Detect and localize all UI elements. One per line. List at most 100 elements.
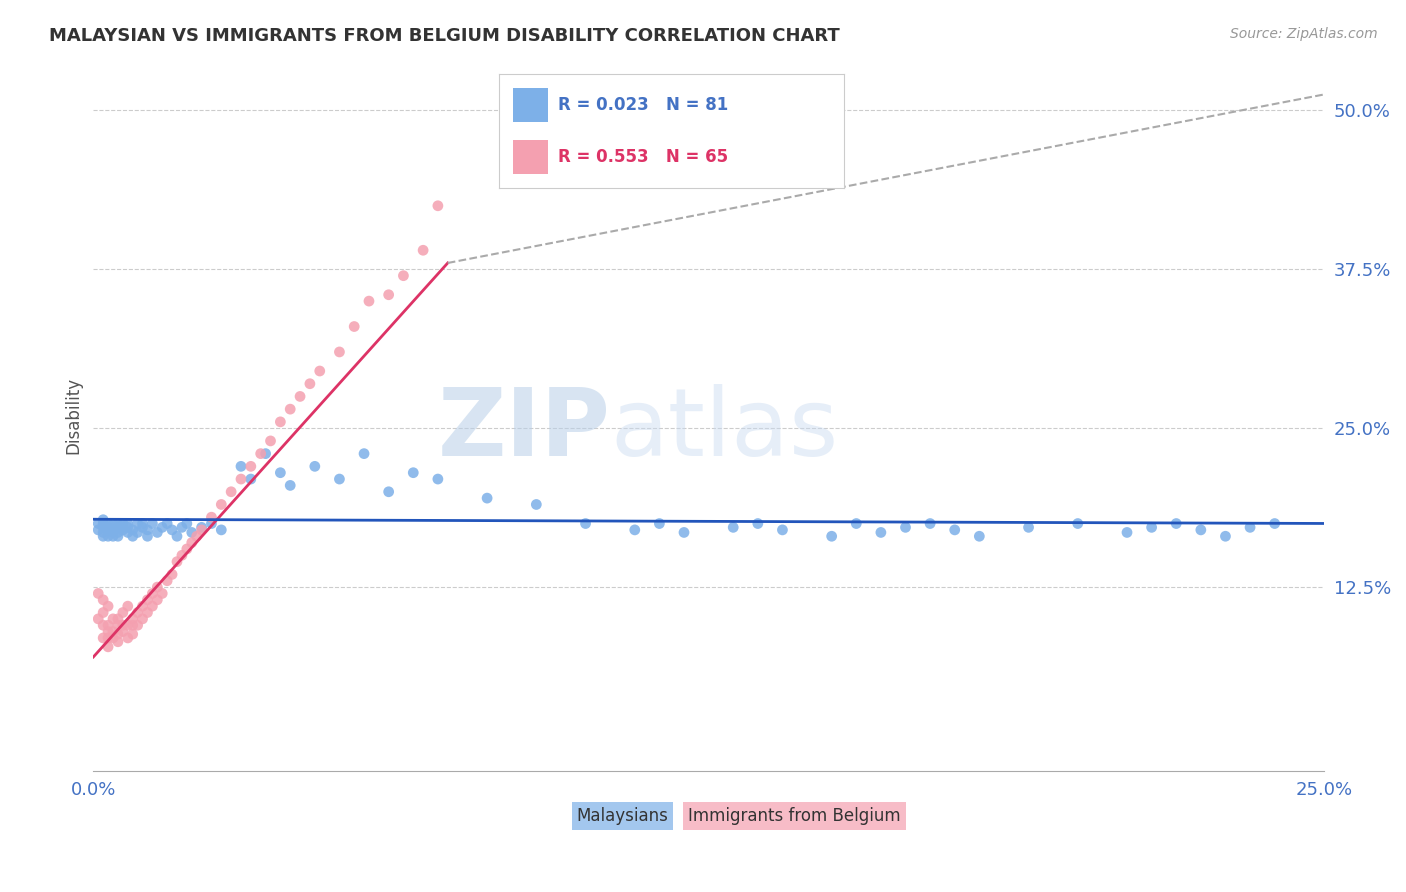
Text: Malaysians: Malaysians (576, 807, 668, 825)
Point (721, 520, 744, 534)
Point (170, 520, 193, 534)
Point (141, 586, 163, 600)
Point (426, 199, 449, 213)
Point (141, 599, 163, 614)
Point (870, 525, 893, 540)
Point (156, 516, 179, 531)
Point (97, 631, 120, 645)
Point (97, 618, 120, 632)
Point (117, 516, 139, 531)
Point (136, 523, 159, 537)
Point (131, 520, 153, 534)
Point (969, 529, 991, 543)
Point (747, 516, 769, 531)
Point (121, 523, 143, 537)
Point (111, 618, 134, 632)
Point (111, 523, 134, 537)
Point (288, 389, 311, 403)
Point (412, 244, 434, 258)
Point (111, 606, 134, 620)
Point (176, 516, 198, 531)
Point (150, 586, 173, 600)
Text: Source: ZipAtlas.com: Source: ZipAtlas.com (1230, 27, 1378, 41)
Point (91, 513, 114, 527)
Point (259, 434, 281, 448)
Point (1239, 520, 1261, 534)
Point (156, 574, 179, 588)
Point (97, 599, 120, 614)
Point (101, 612, 124, 626)
Point (107, 627, 129, 641)
Point (943, 523, 966, 537)
Point (87, 612, 110, 626)
Point (107, 634, 129, 648)
Point (121, 627, 143, 641)
Point (127, 516, 149, 531)
Point (97, 523, 120, 537)
Point (920, 516, 942, 531)
Text: atlas: atlas (610, 384, 838, 475)
Point (91, 592, 114, 607)
Point (166, 529, 188, 543)
Point (87, 516, 110, 531)
Text: ZIP: ZIP (437, 384, 610, 475)
Point (190, 523, 212, 537)
Point (328, 345, 350, 359)
Point (131, 599, 153, 614)
Point (111, 516, 134, 531)
Point (298, 376, 321, 391)
Point (166, 555, 188, 569)
Point (97, 640, 120, 654)
Point (117, 618, 139, 632)
Point (574, 516, 596, 531)
Point (1140, 520, 1163, 534)
Point (648, 516, 671, 531)
Point (101, 631, 124, 645)
Point (136, 592, 159, 607)
Point (353, 447, 375, 461)
Point (524, 498, 547, 512)
Point (357, 294, 380, 309)
Point (111, 520, 134, 534)
Point (136, 529, 159, 543)
Point (91, 520, 114, 534)
Point (269, 466, 291, 480)
Point (141, 516, 163, 531)
Point (117, 599, 139, 614)
Point (87, 586, 110, 600)
Point (117, 631, 139, 645)
Point (239, 472, 262, 486)
Point (97, 516, 120, 531)
Point (278, 478, 301, 492)
Point (107, 612, 129, 626)
Point (278, 402, 301, 417)
Point (254, 447, 277, 461)
Point (121, 618, 143, 632)
Point (308, 364, 330, 378)
Point (101, 516, 124, 531)
Point (623, 523, 645, 537)
Point (111, 624, 134, 639)
Point (894, 520, 917, 534)
Point (1116, 525, 1139, 540)
Point (229, 472, 252, 486)
Point (127, 606, 149, 620)
Point (392, 268, 415, 283)
Point (1067, 516, 1090, 531)
Text: MALAYSIAN VS IMMIGRANTS FROM BELGIUM DISABILITY CORRELATION CHART: MALAYSIAN VS IMMIGRANTS FROM BELGIUM DIS… (49, 27, 839, 45)
Point (121, 529, 143, 543)
Point (150, 520, 173, 534)
Point (209, 498, 232, 512)
Point (219, 484, 242, 499)
Point (1018, 520, 1040, 534)
Point (101, 523, 124, 537)
Point (200, 516, 222, 531)
Point (97, 529, 120, 543)
Point (146, 580, 169, 594)
Point (87, 523, 110, 537)
Point (229, 459, 252, 474)
Point (97, 520, 120, 534)
Point (343, 319, 366, 334)
Point (180, 535, 202, 549)
Point (176, 541, 198, 556)
